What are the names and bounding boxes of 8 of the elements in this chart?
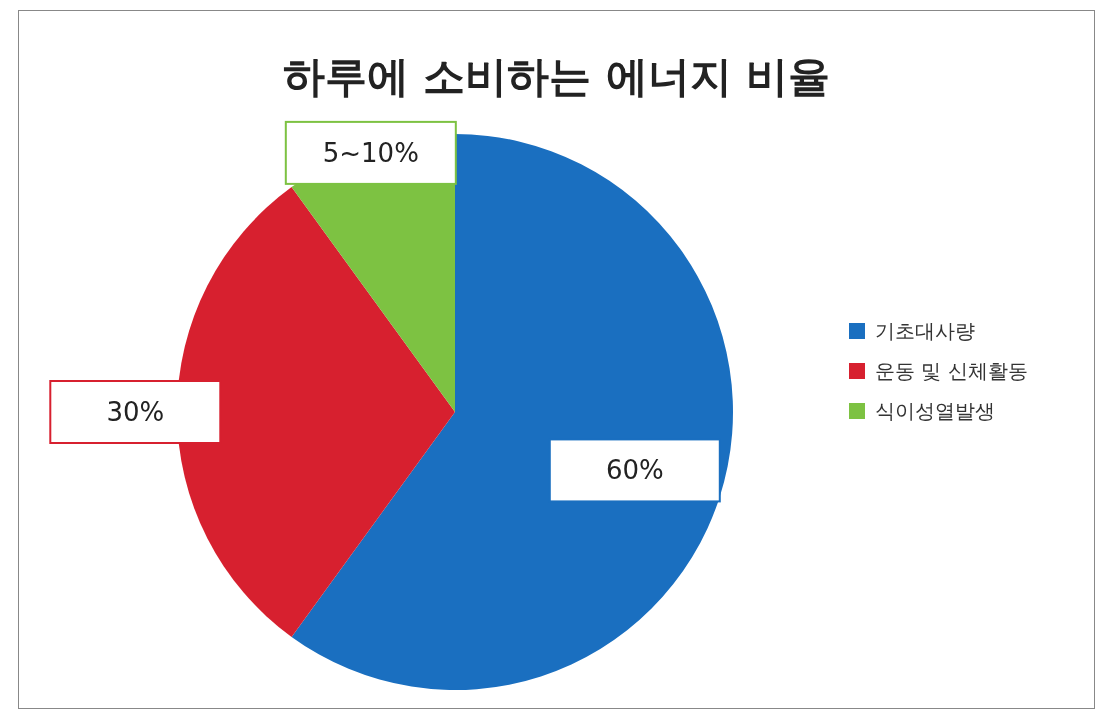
pie-slice bbox=[291, 134, 733, 690]
legend-label: 운동 및 신체활동 bbox=[875, 357, 1028, 385]
data-label: 60% bbox=[605, 455, 664, 486]
data-label: 5~10% bbox=[322, 137, 419, 168]
legend-label: 기초대사량 bbox=[875, 317, 975, 345]
chart-title: 하루에 소비하는 에너지 비율 bbox=[281, 51, 832, 103]
data-label: 30% bbox=[106, 397, 165, 427]
legend-label: 식이성열발생 bbox=[875, 397, 995, 425]
